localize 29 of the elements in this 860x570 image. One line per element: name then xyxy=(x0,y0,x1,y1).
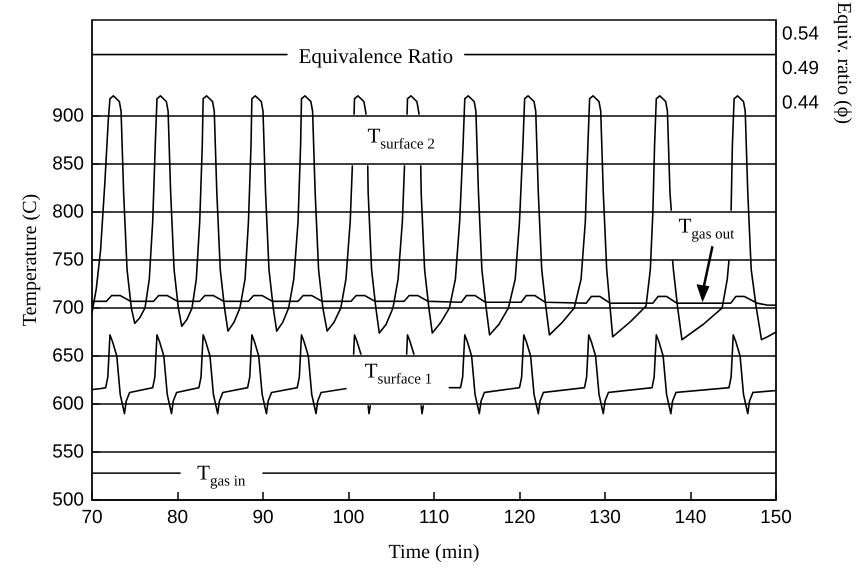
annotation: T$_{gas in}$ xyxy=(197,460,246,492)
x-tick-label: 120 xyxy=(504,507,536,528)
x-tick-label: 70 xyxy=(81,507,103,528)
annotation: T$_{gas out}$ xyxy=(678,214,734,245)
annotation: Equivalence Ratio xyxy=(298,44,454,68)
y-tick-label: 700 xyxy=(52,298,84,318)
y-tick-label: 850 xyxy=(52,154,84,174)
annotation: T$_{surface 1}$ xyxy=(364,358,432,390)
y2-tick-label: 0.44 xyxy=(782,92,820,114)
y2-axis-title: Equiv. ratio (ϕ) xyxy=(832,2,855,124)
y2-tick-label: 0.49 xyxy=(782,58,819,79)
y-tick-label: 750 xyxy=(52,250,84,270)
y-tick-label: 550 xyxy=(52,442,84,462)
y-tick-label: 650 xyxy=(52,346,84,366)
x-tick-label: 110 xyxy=(418,507,450,528)
y-axis-title: Temperature (C) xyxy=(19,194,41,326)
x-tick-label: 100 xyxy=(332,507,364,528)
y-tick-label: 500 xyxy=(52,490,84,510)
y2-tick-label: 0.54 xyxy=(782,23,820,44)
y-tick-label: 900 xyxy=(52,106,84,126)
x-tick-label: 90 xyxy=(252,507,274,528)
x-axis-title: Time (min) xyxy=(388,541,480,563)
annotation: T$_{surface 2}$ xyxy=(367,124,435,154)
y-tick-label: 600 xyxy=(52,394,84,414)
x-tick-label: 140 xyxy=(674,507,706,528)
x-tick-label: 130 xyxy=(589,507,621,528)
y-tick-label: 800 xyxy=(52,202,84,222)
x-tick-label: 80 xyxy=(166,507,188,528)
x-tick-label: 150 xyxy=(760,507,792,528)
